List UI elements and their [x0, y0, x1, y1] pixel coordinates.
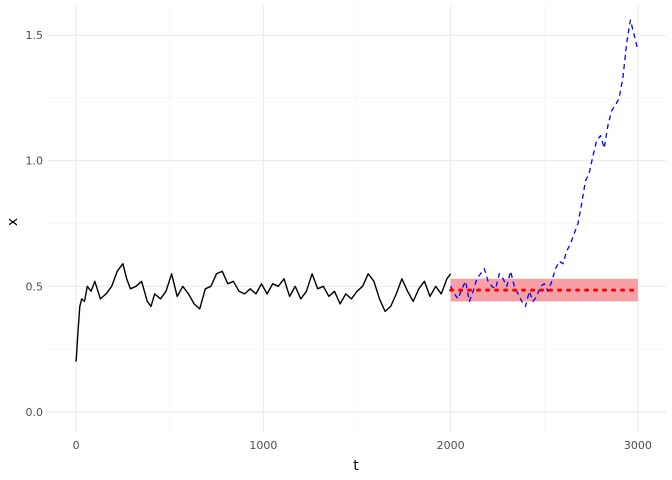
y-tick-label: 0.5 [26, 280, 44, 293]
minor-gridlines [48, 5, 666, 432]
y-tick-label: 0.0 [26, 406, 44, 419]
y-axis-ticks: 0.0 0.5 1.0 1.5 [26, 29, 44, 419]
series-lines [75, 19, 640, 362]
x-tick-label: 2000 [437, 439, 465, 452]
y-axis-title: x [5, 218, 21, 226]
prediction-interval-band [450, 278, 638, 302]
x-tick-label: 3000 [624, 439, 652, 452]
x-axis-ticks: 0 1000 2000 3000 [73, 439, 652, 452]
y-tick-label: 1.5 [26, 29, 44, 42]
y-tick-label: 1.0 [26, 155, 44, 168]
observed-series-line [75, 263, 452, 362]
simulated-series-line [450, 19, 639, 308]
prediction-band [450, 278, 638, 302]
x-tick-label: 0 [73, 439, 80, 452]
major-gridlines [48, 5, 666, 432]
x-axis-title: t [353, 458, 359, 474]
x-tick-label: 1000 [249, 439, 277, 452]
